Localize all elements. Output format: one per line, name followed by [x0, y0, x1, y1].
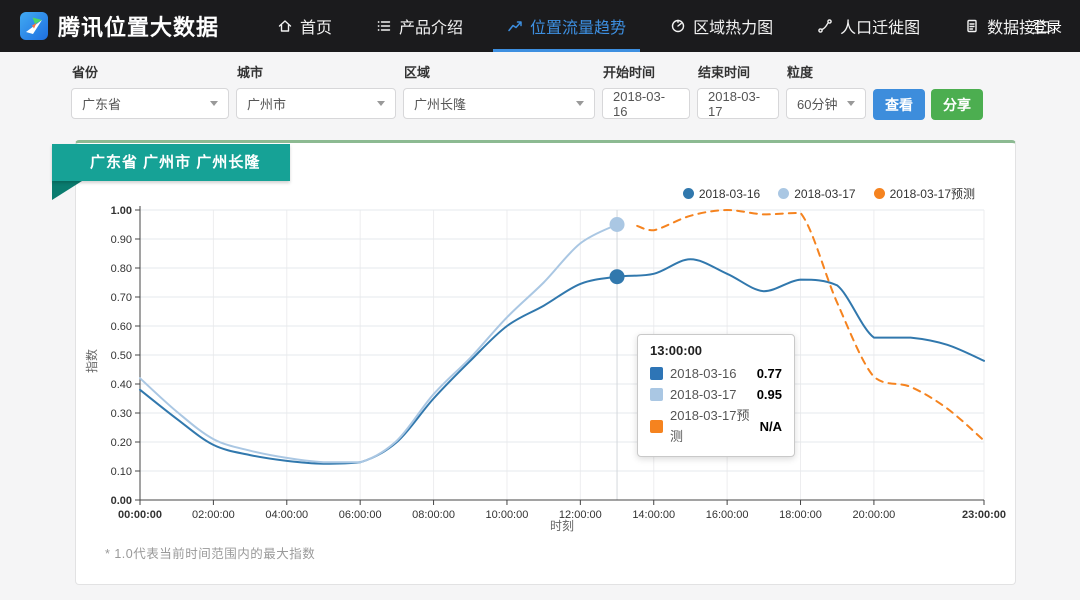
svg-text:0.10: 0.10 — [111, 466, 132, 478]
granularity-value: 60分钟 — [797, 97, 838, 112]
province-value: 广东省 — [82, 97, 122, 112]
start-date-label: 开始时间 — [603, 65, 656, 80]
nav-label: 人口迁徙图 — [840, 20, 921, 37]
nav-label: 首页 — [300, 20, 333, 37]
district-select[interactable]: 广州长隆 — [403, 88, 595, 119]
svg-text:0.60: 0.60 — [111, 321, 132, 333]
end-date-label: 结束时间 — [698, 65, 751, 80]
legend-item-0316[interactable]: 2018-03-16 — [682, 185, 761, 202]
legend-dot-icon — [778, 188, 790, 199]
nav-label: 数据接口 — [987, 20, 1052, 37]
nav-item-migration[interactable]: 人口迁徙图 — [803, 0, 934, 52]
granularity-field: 粒度 60分钟 — [786, 62, 866, 119]
brand-title: 腾讯位置大数据 — [58, 15, 220, 40]
chevron-down-icon — [210, 101, 218, 106]
district-label: 区域 — [404, 65, 431, 80]
migration-icon — [817, 18, 833, 34]
svg-text:16:00:00: 16:00:00 — [706, 509, 749, 521]
location-ribbon: 广东省 广州市 广州长隆 — [52, 144, 291, 181]
svg-text:04:00:00: 04:00:00 — [265, 509, 308, 521]
share-button[interactable]: 分享 — [931, 89, 983, 120]
legend-item-0317-forecast[interactable]: 2018-03-17预测 — [873, 185, 975, 202]
city-field: 城市 广州市 — [236, 62, 396, 119]
svg-text:0.40: 0.40 — [111, 379, 132, 391]
province-field: 省份 广东省 — [71, 62, 229, 119]
legend-dot-icon — [873, 188, 885, 199]
city-select[interactable]: 广州市 — [236, 88, 396, 119]
svg-text:00:00:00: 00:00:00 — [118, 509, 162, 521]
nav-item-products[interactable]: 产品介绍 — [362, 0, 477, 52]
filter-bar: 省份 广东省 城市 广州市 区域 广州长隆 开始时间 2018-03-16 结束… — [0, 52, 1080, 127]
end-date-input[interactable]: 2018-03-17 — [697, 88, 779, 119]
ribbon-fold — [52, 181, 82, 200]
granularity-label: 粒度 — [787, 65, 814, 80]
nav-menu: 首页 产品介绍 位置流量趋势 区域热力图 人口迁徙图 数据接口 — [255, 0, 1073, 52]
end-date-field: 结束时间 2018-03-17 — [697, 62, 779, 119]
svg-text:10:00:00: 10:00:00 — [486, 509, 529, 521]
legend-label: 2018-03-17 — [794, 186, 856, 201]
chart-card: 广东省 广州市 广州长隆 0.00 0.10 0.20 0.30 0.40 0.50 0.6… — [52, 140, 1016, 585]
svg-text:02:00:00: 02:00:00 — [192, 509, 235, 521]
trend-icon — [507, 18, 523, 34]
legend-dot-icon — [682, 188, 694, 199]
login-button[interactable]: 登录 — [1031, 18, 1062, 36]
brand[interactable]: 腾讯位置大数据 — [20, 10, 219, 42]
legend-label: 2018-03-17预测 — [889, 187, 975, 201]
svg-text:20:00:00: 20:00:00 — [852, 509, 895, 521]
nav-item-api[interactable]: 数据接口 — [950, 0, 1065, 52]
list-icon — [376, 18, 392, 34]
app-logo-icon — [20, 12, 48, 40]
nav-item-home[interactable]: 首页 — [263, 0, 346, 52]
province-label: 省份 — [72, 65, 99, 80]
svg-text:0.20: 0.20 — [111, 437, 132, 449]
svg-text:12:00:00: 12:00:00 — [559, 509, 602, 521]
svg-text:06:00:00: 06:00:00 — [339, 509, 382, 521]
district-field: 区域 广州长隆 — [403, 62, 595, 119]
svg-text:时刻: 时刻 — [550, 519, 574, 533]
home-icon — [277, 18, 293, 34]
top-navbar: 腾讯位置大数据 首页 产品介绍 位置流量趋势 区域热力图 人口迁徙图 数据接口 … — [0, 0, 1080, 52]
nav-label: 区域热力图 — [693, 20, 774, 37]
svg-text:18:00:00: 18:00:00 — [779, 509, 822, 521]
nav-item-heatmap[interactable]: 区域热力图 — [656, 0, 787, 52]
city-value: 广州市 — [247, 97, 287, 112]
legend-item-0317[interactable]: 2018-03-17 — [778, 185, 856, 202]
api-icon — [964, 18, 980, 34]
svg-text:0.50: 0.50 — [111, 350, 132, 362]
heatmap-icon — [670, 18, 686, 34]
start-date-value: 2018-03-16 — [613, 88, 666, 119]
legend-label: 2018-03-16 — [698, 186, 761, 201]
trend-chart[interactable]: 0.00 0.10 0.20 0.30 0.40 0.50 0.60 0.70 0.80 0.90… — [76, 143, 1015, 583]
svg-text:0.80: 0.80 — [111, 263, 132, 275]
svg-text:0.70: 0.70 — [111, 292, 132, 304]
province-select[interactable]: 广东省 — [71, 88, 229, 119]
svg-text:08:00:00: 08:00:00 — [412, 509, 455, 521]
svg-text:14:00:00: 14:00:00 — [632, 509, 675, 521]
start-date-input[interactable]: 2018-03-16 — [602, 88, 690, 119]
svg-text:0.30: 0.30 — [111, 408, 132, 420]
chevron-down-icon — [576, 101, 584, 106]
granularity-select[interactable]: 60分钟 — [786, 88, 866, 119]
svg-text:0.90: 0.90 — [111, 234, 132, 246]
chart-footnote: * 1.0代表当前时间范围内的最大指数 — [105, 547, 316, 561]
city-label: 城市 — [237, 65, 264, 80]
view-button[interactable]: 查看 — [873, 89, 925, 120]
chart-legend: 2018-03-16 2018-03-17 2018-03-17预测 — [682, 185, 975, 202]
end-date-value: 2018-03-17 — [708, 88, 761, 119]
svg-text:1.00: 1.00 — [111, 205, 132, 217]
chevron-down-icon — [377, 101, 385, 106]
svg-text:指数: 指数 — [84, 349, 99, 373]
district-value: 广州长隆 — [414, 97, 467, 112]
nav-label: 产品介绍 — [399, 20, 464, 37]
svg-text:0.00: 0.00 — [111, 495, 132, 507]
svg-text:23:00:00: 23:00:00 — [962, 509, 1006, 521]
start-date-field: 开始时间 2018-03-16 — [602, 62, 690, 119]
chevron-down-icon — [847, 101, 855, 106]
nav-label: 位置流量趋势 — [530, 20, 627, 37]
nav-item-traffic-trend[interactable]: 位置流量趋势 — [493, 0, 641, 52]
